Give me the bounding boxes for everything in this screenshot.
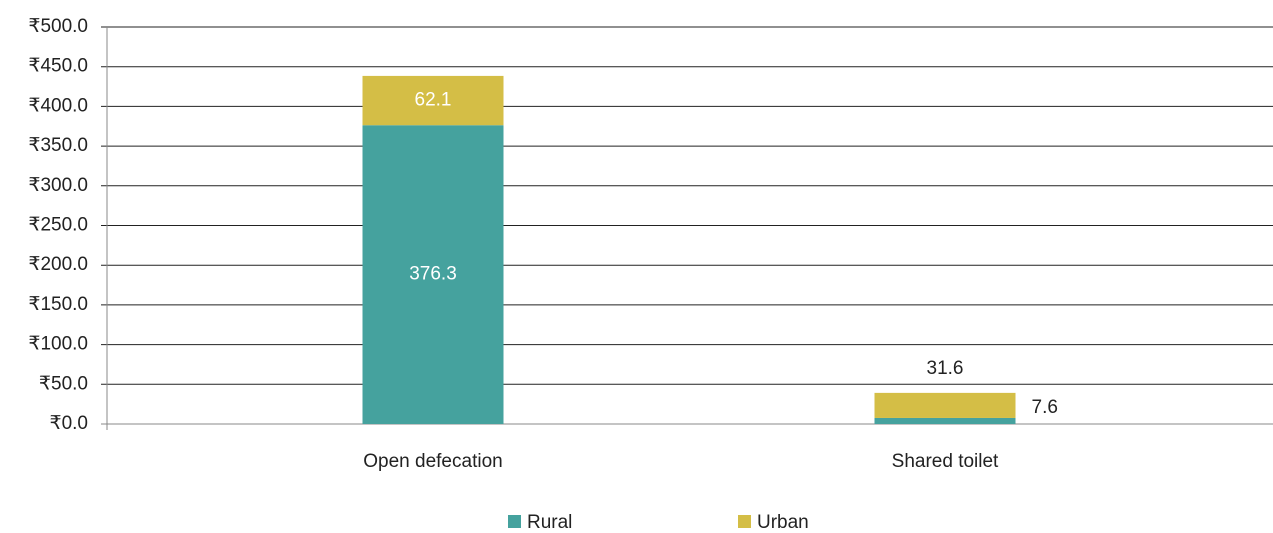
y-tick-label: ₹250.0: [28, 215, 88, 236]
x-tick-label: Open defecation: [363, 451, 502, 472]
y-tick-label: ₹100.0: [28, 334, 88, 355]
data-label: 31.6: [927, 358, 964, 379]
y-tick-label: ₹500.0: [28, 16, 88, 37]
bar-segment: [874, 392, 1016, 418]
y-tick-label: ₹300.0: [28, 175, 88, 196]
y-tick-label: ₹150.0: [28, 294, 88, 315]
bar-segment: [874, 417, 1016, 424]
data-label: 7.6: [1032, 397, 1058, 418]
legend-label: Rural: [527, 512, 572, 533]
legend-swatch: [508, 515, 521, 528]
y-tick-label: ₹200.0: [28, 254, 88, 275]
data-label: 62.1: [415, 90, 452, 111]
y-tick-label: ₹400.0: [28, 95, 88, 116]
y-tick-label: ₹450.0: [28, 56, 88, 77]
y-tick-label: ₹350.0: [28, 135, 88, 156]
y-tick-label: ₹50.0: [39, 373, 88, 394]
x-tick-label: Shared toilet: [892, 451, 999, 472]
bar-segment: [362, 125, 504, 424]
bar-segment: [362, 75, 504, 126]
legend-swatch: [738, 515, 751, 528]
y-tick-label: ₹0.0: [49, 413, 88, 434]
data-label: 376.3: [409, 264, 457, 285]
legend-label: Urban: [757, 512, 809, 533]
